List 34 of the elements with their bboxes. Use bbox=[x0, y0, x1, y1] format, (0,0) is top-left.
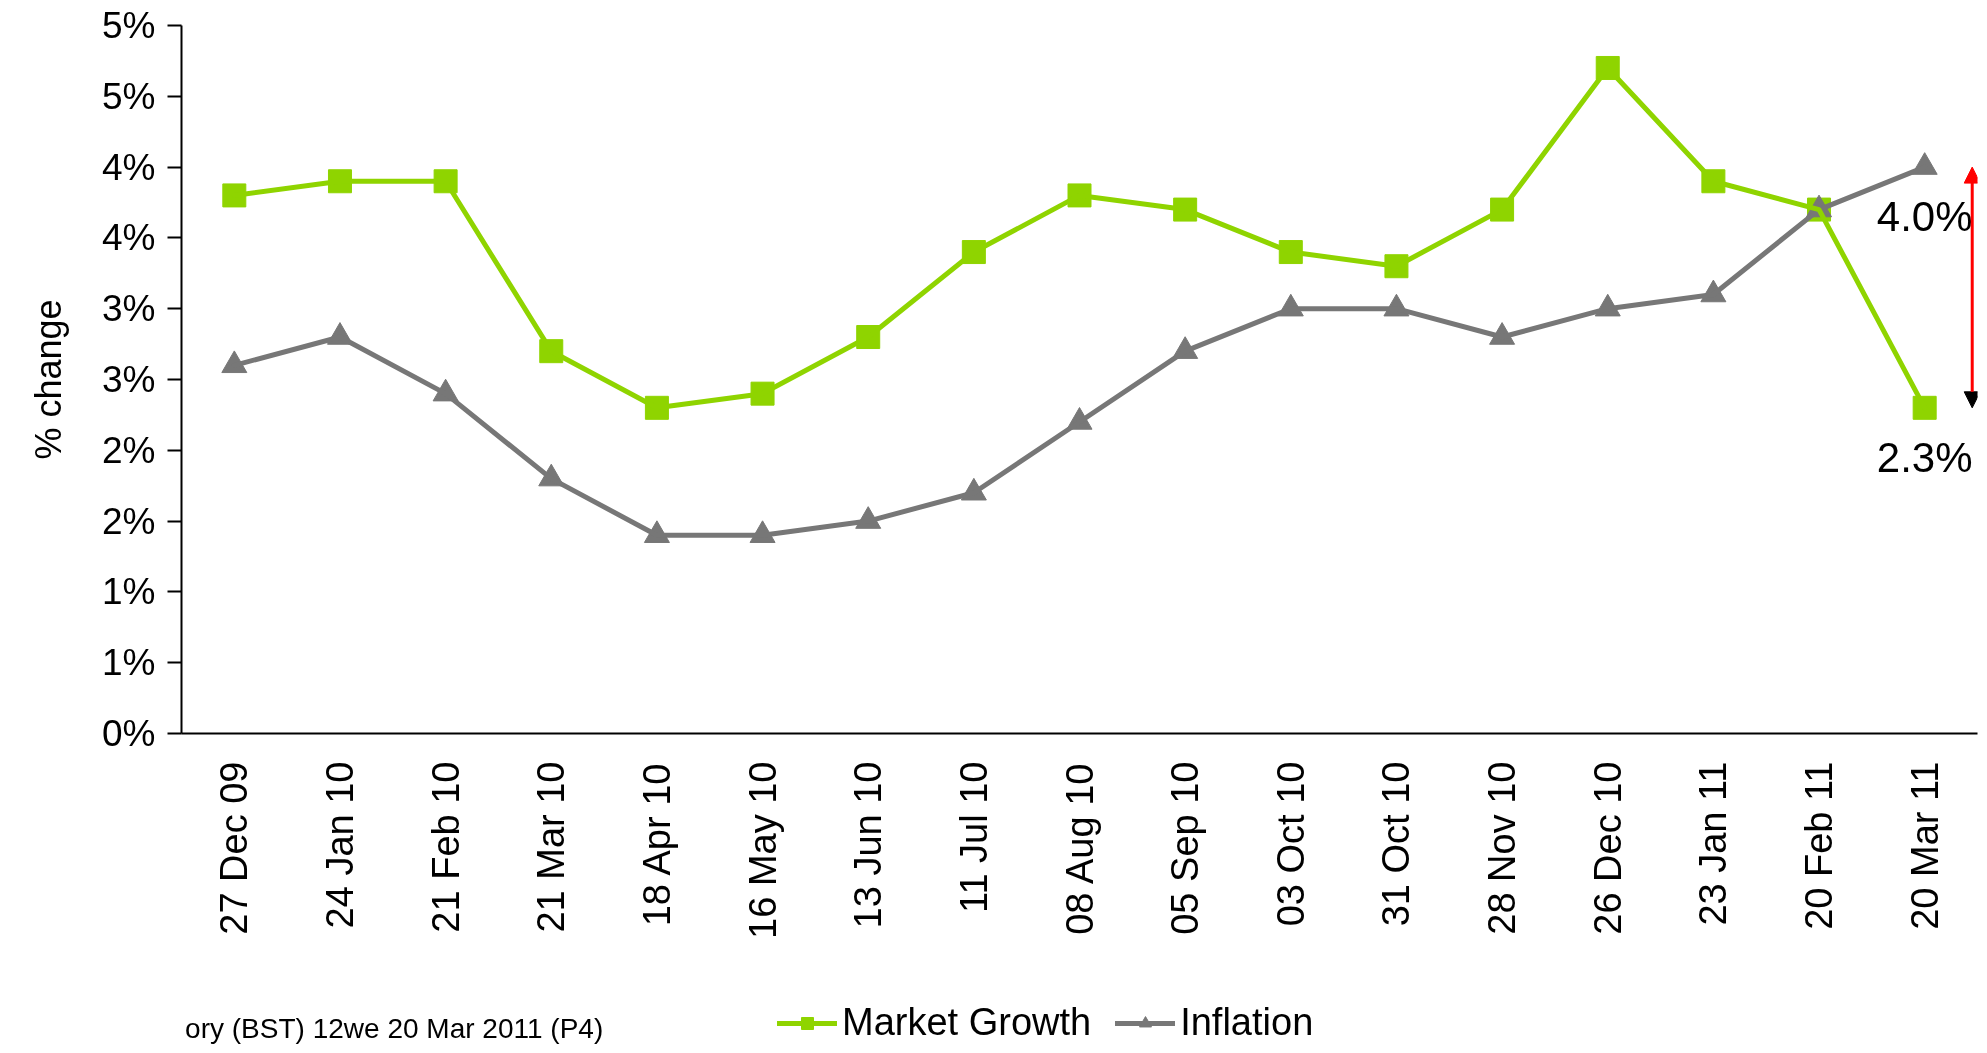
y-tick-label: 1% bbox=[102, 642, 156, 684]
x-tick-label: 27 Dec 09 bbox=[213, 761, 256, 935]
x-tick-label: 18 Apr 10 bbox=[635, 763, 678, 927]
x-tick-label: 20 Feb 11 bbox=[1798, 761, 1841, 930]
data-label: 2.3% bbox=[1876, 433, 1973, 481]
legend-label: Market Growth bbox=[842, 1001, 1092, 1044]
x-tick-label: 24 Jan 10 bbox=[318, 761, 361, 929]
x-tick-label: 03 Oct 10 bbox=[1269, 761, 1312, 927]
data-label: 4.0% bbox=[1876, 193, 1973, 241]
y-tick-label: 1% bbox=[102, 571, 156, 613]
text: ory (BST) 12we 20 Mar 2011 (P4) bbox=[185, 1013, 604, 1044]
x-tick-label: 11 Jul 10 bbox=[952, 761, 995, 913]
x-tick-label: 08 Aug 10 bbox=[1058, 763, 1101, 935]
y-tick-label: 3% bbox=[102, 288, 156, 330]
x-tick-label: 20 Mar 11 bbox=[1903, 761, 1946, 930]
y-tick-label: 2% bbox=[102, 500, 156, 542]
x-tick-label: 23 Jan 11 bbox=[1692, 761, 1735, 926]
x-tick-label: 26 Dec 10 bbox=[1586, 761, 1629, 935]
x-tick-label: 13 Jun 10 bbox=[847, 761, 890, 929]
x-tick-label: 31 Oct 10 bbox=[1375, 761, 1418, 927]
y-tick-label: 4% bbox=[102, 146, 156, 188]
y-tick-label: 0% bbox=[102, 713, 156, 754]
x-tick-label: 28 Nov 10 bbox=[1481, 761, 1524, 935]
y-tick-label: 2% bbox=[102, 429, 156, 471]
y-tick-label: 3% bbox=[102, 359, 156, 400]
x-tick-label: 05 Sep 10 bbox=[1164, 761, 1207, 935]
x-tick-label: 16 May 10 bbox=[741, 761, 784, 939]
y-tick-label: 5% bbox=[102, 5, 156, 46]
y-tick-label: 4% bbox=[102, 217, 156, 259]
x-tick-label: 21 Feb 10 bbox=[424, 761, 467, 933]
y-tick-label: 5% bbox=[102, 75, 156, 117]
x-tick-label: 21 Mar 10 bbox=[530, 761, 573, 933]
y-axis-title: % change bbox=[28, 299, 70, 460]
legend-label: Inflation bbox=[1180, 1001, 1314, 1044]
